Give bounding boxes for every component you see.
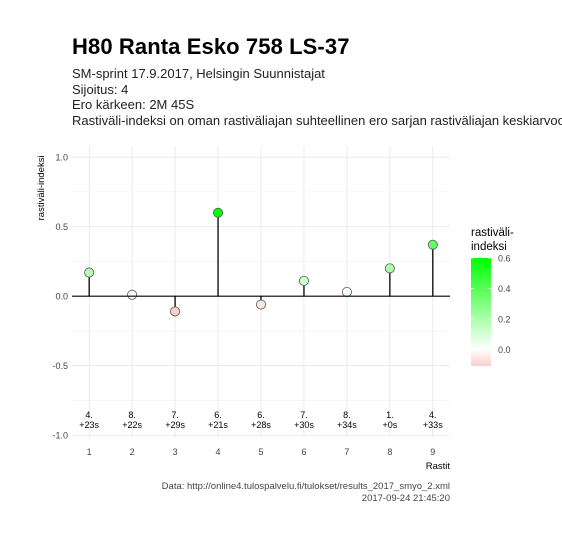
axis-layer: -1.0 -0.5 0.0 0.5 1.0 1 2 3 4 5 6 7 8 9 Rastit rastiväl… xyxy=(36,153,450,472)
y-tick-label: 0.0 xyxy=(55,292,68,302)
chart-subtitle: SM-sprint 17.9.2017, Helsingin Suunnista… xyxy=(72,66,562,128)
y-axis-title: rastiväli-indeksi xyxy=(36,155,47,220)
time-label-6: +30s xyxy=(294,420,314,430)
y-tick-label: 0.5 xyxy=(55,222,68,232)
x-tick-label: 3 xyxy=(173,447,178,457)
legend-title-line-2: indeksi xyxy=(471,241,507,253)
subtitle-line-placement: Sijoitus: 4 xyxy=(72,81,129,97)
label-layer: 4.+23s8.+22s7.+29s6.+21s6.+28s7.+30s8.+3… xyxy=(79,410,443,430)
point-1 xyxy=(84,267,95,278)
subtitle-line-event: SM-sprint 17.9.2017, Helsingin Suunnista… xyxy=(72,66,325,81)
x-tick-label: 6 xyxy=(301,447,306,457)
time-label-1: +23s xyxy=(79,420,99,430)
legend-colorbar xyxy=(471,258,491,366)
grid-layer xyxy=(72,146,450,438)
x-tick-label: 9 xyxy=(430,447,435,457)
legend-tick-label: 0.0 xyxy=(498,345,511,355)
time-label-8: +0s xyxy=(382,420,397,430)
point-layer xyxy=(84,207,438,317)
y-tick-label: -0.5 xyxy=(52,361,68,371)
y-tick-label: 1.0 xyxy=(55,153,68,163)
point-8 xyxy=(384,263,395,274)
legend-tick-label: 0.6 xyxy=(498,254,511,264)
time-label-7: +34s xyxy=(337,420,357,430)
rank-label-1: 4. xyxy=(85,410,93,420)
legend-title-line-1: rastiväli- xyxy=(471,227,514,239)
point-7 xyxy=(341,286,352,297)
time-label-4: +21s xyxy=(208,420,228,430)
legend-tick-label: 0.4 xyxy=(498,284,511,294)
point-2 xyxy=(127,289,138,300)
rank-label-3: 7. xyxy=(171,410,179,420)
caption-timestamp: 2017-09-24 21:45:20 xyxy=(361,493,450,504)
x-tick-label: 1 xyxy=(87,447,92,457)
time-label-5: +28s xyxy=(251,420,271,430)
x-tick-label: 8 xyxy=(387,447,392,457)
rank-label-2: 8. xyxy=(128,410,136,420)
chart-title: H80 Ranta Esko 758 LS-37 xyxy=(72,34,350,59)
rank-label-6: 7. xyxy=(300,410,308,420)
subtitle-line-description: Rastiväli-indeksi on oman rastiväliajan … xyxy=(72,112,562,128)
x-tick-label: 2 xyxy=(130,447,135,457)
x-tick-label: 5 xyxy=(258,447,263,457)
point-4 xyxy=(213,207,224,218)
rank-label-5: 6. xyxy=(257,410,265,420)
rank-label-7: 8. xyxy=(343,410,351,420)
rank-label-4: 6. xyxy=(214,410,222,420)
caption-source: Data: http://online4.tulospalvelu.fi/tul… xyxy=(161,481,450,492)
point-3 xyxy=(170,306,181,317)
y-tick-label: -1.0 xyxy=(52,431,68,441)
subtitle-line-gap: Ero kärkeen: 2M 45S xyxy=(72,97,195,112)
point-5 xyxy=(255,299,266,310)
x-tick-label: 7 xyxy=(344,447,349,457)
x-axis-title: Rastit xyxy=(426,461,451,472)
chart-caption: Data: http://online4.tulospalvelu.fi/tul… xyxy=(162,481,450,505)
time-label-9: +33s xyxy=(423,420,443,430)
x-tick-label: 4 xyxy=(216,447,221,457)
legend-tick-label: 0.2 xyxy=(498,314,511,324)
point-9 xyxy=(427,239,438,250)
rank-label-8: 1. xyxy=(386,410,394,420)
point-6 xyxy=(298,275,309,286)
time-label-2: +22s xyxy=(122,420,142,430)
time-label-3: +29s xyxy=(165,420,185,430)
rank-label-9: 4. xyxy=(429,410,437,420)
